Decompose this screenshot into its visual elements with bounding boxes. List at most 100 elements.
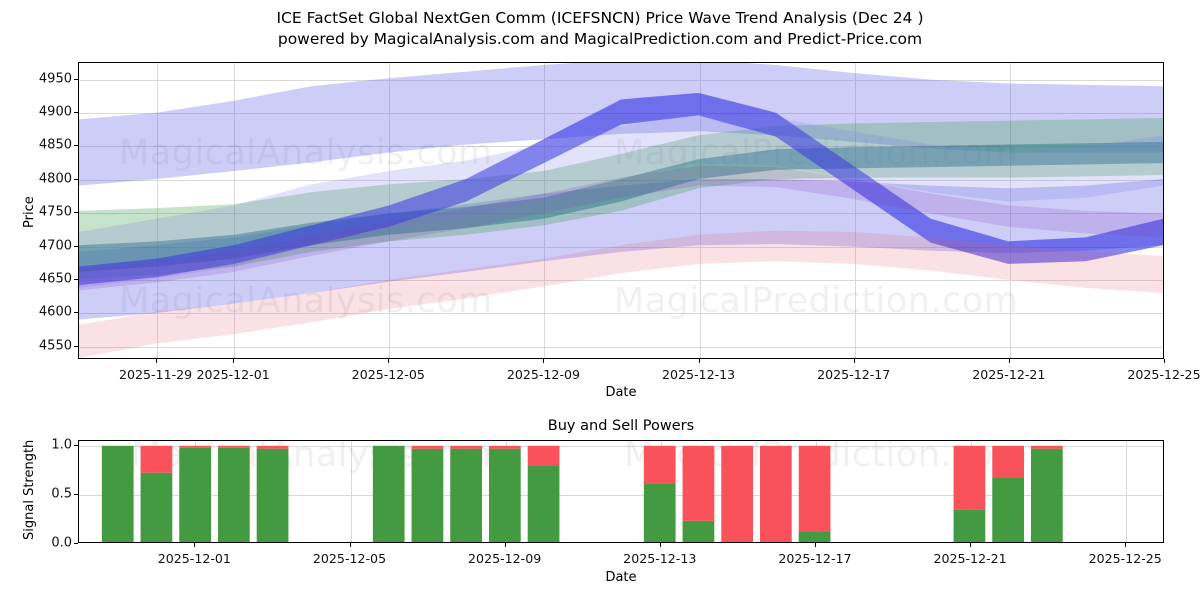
y-tick-label: 4800 [38, 171, 72, 187]
x-tick-label: 2025-12-25 [1127, 367, 1200, 382]
x-tick-mark [1164, 359, 1165, 363]
x-tick-mark [349, 543, 351, 547]
gridline-h [79, 179, 1163, 181]
buy-power-bar [798, 531, 831, 542]
x-tick-label: 2025-11-29 [118, 367, 193, 382]
sell-power-bar [140, 445, 173, 473]
sell-power-bar [682, 445, 715, 521]
y-tick-mark [74, 543, 78, 544]
buy-sell-bar-layer [101, 445, 1063, 542]
x-tick-mark [543, 359, 545, 363]
buy-sell-chart: MagicalAnalysis.com MagicalPrediction.co… [78, 440, 1164, 543]
sell-power-bar [450, 445, 483, 449]
x-tick-mark [970, 543, 972, 547]
gridline-v [1009, 63, 1011, 358]
title-line-2: powered by MagicalAnalysis.com and Magic… [277, 30, 923, 48]
buy-power-bar [488, 448, 521, 542]
price-band [79, 141, 1163, 272]
x-tick-label: 2025-12-13 [661, 367, 736, 382]
price-wave-plot-area: MagicalAnalysis.com MagicalPrediction.co… [79, 63, 1163, 358]
gridline-h [79, 313, 1163, 315]
x-tick-mark [659, 543, 661, 547]
price-band [79, 92, 1163, 286]
price-band [79, 165, 1163, 291]
buy-power-bar [372, 445, 405, 542]
gridline-v [1126, 441, 1128, 542]
price-band-layer [79, 63, 1163, 358]
buy-sell-plot-area: MagicalAnalysis.com MagicalPrediction.co… [79, 441, 1163, 542]
x-tick-label: 2025-12-25 [1088, 551, 1162, 566]
price-band [79, 114, 1163, 288]
x-tick-mark [1125, 543, 1127, 547]
x-tick-label: 2025-12-05 [312, 551, 387, 566]
sell-power-bar [411, 445, 444, 449]
price-band [79, 230, 1163, 358]
gridline-v [350, 441, 352, 542]
buy-power-bar [527, 466, 560, 542]
y-tick-mark [74, 145, 78, 147]
gridline-h [79, 279, 1163, 281]
y-tick-mark [74, 493, 78, 495]
sell-power-bar [992, 445, 1025, 478]
gridline-h [79, 445, 1163, 447]
buy-power-bar [682, 520, 715, 542]
x-tick-label: 2025-12-09 [468, 551, 542, 566]
x-tick-label: 2025-12-17 [817, 367, 891, 382]
buy-power-bar [643, 483, 676, 542]
sell-power-bar [488, 445, 521, 449]
x-tick-mark [853, 359, 855, 363]
buy-power-bar [411, 448, 444, 542]
buy-power-bar [217, 447, 250, 542]
sell-power-bar [798, 445, 831, 532]
sell-power-bar [643, 445, 676, 484]
y-tick-label: 0.5 [51, 486, 72, 502]
y-tick-label: 4550 [38, 338, 72, 354]
sell-power-bar [179, 445, 212, 448]
sell-power-bar [527, 445, 560, 467]
x-tick-mark [698, 359, 700, 363]
buy-power-bar [179, 447, 212, 542]
buy-sell-title: Buy and Sell Powers [547, 418, 695, 434]
gridline-v [156, 63, 158, 358]
y-tick-mark [74, 78, 78, 80]
title-line-1: ICE FactSet Global NextGen Comm (ICEFSNC… [276, 9, 924, 27]
x-tick-label: 2025-12-13 [623, 551, 697, 566]
x-tick-mark [504, 543, 506, 547]
price-y-axis-title: Price [22, 196, 37, 228]
x-tick-label: 2025-12-21 [933, 551, 1007, 566]
x-tick-mark [194, 543, 196, 547]
sell-power-bar [217, 445, 250, 448]
y-tick-mark [74, 212, 78, 214]
x-tick-label: 2025-12-05 [351, 367, 425, 382]
gridline-v [854, 63, 856, 358]
gridline-h [79, 346, 1163, 348]
y-tick-label: 4900 [38, 104, 72, 120]
y-tick-mark [74, 312, 78, 314]
sell-power-bar [256, 445, 289, 449]
buy-power-bar [101, 445, 134, 542]
x-tick-label: 2025-12-01 [157, 551, 231, 566]
y-tick-label: 4850 [38, 137, 72, 153]
x-tick-mark [388, 359, 390, 363]
gridline-v [234, 63, 236, 358]
y-tick-label: 1.0 [51, 437, 72, 453]
buy-sell-x-axis-title: Date [605, 570, 637, 585]
y-tick-mark [74, 345, 78, 347]
y-tick-mark [74, 278, 78, 280]
x-tick-mark [814, 543, 816, 547]
y-tick-mark [74, 444, 78, 446]
price-wave-chart: MagicalAnalysis.com MagicalPrediction.co… [78, 62, 1164, 359]
buy-power-bar [953, 509, 986, 542]
x-tick-mark [155, 359, 157, 363]
page-title: ICE FactSet Global NextGen Comm (ICEFSNC… [0, 8, 1200, 50]
y-tick-label: 4950 [38, 71, 72, 87]
y-tick-label: 0.0 [51, 535, 72, 551]
gridline-h [79, 246, 1163, 248]
price-x-axis-title: Date [605, 385, 637, 400]
x-tick-mark [1008, 359, 1010, 363]
x-tick-label: 2025-12-21 [972, 367, 1046, 382]
buy-power-bar [992, 477, 1025, 542]
y-tick-mark [74, 245, 78, 247]
buy-power-bar [450, 448, 483, 542]
